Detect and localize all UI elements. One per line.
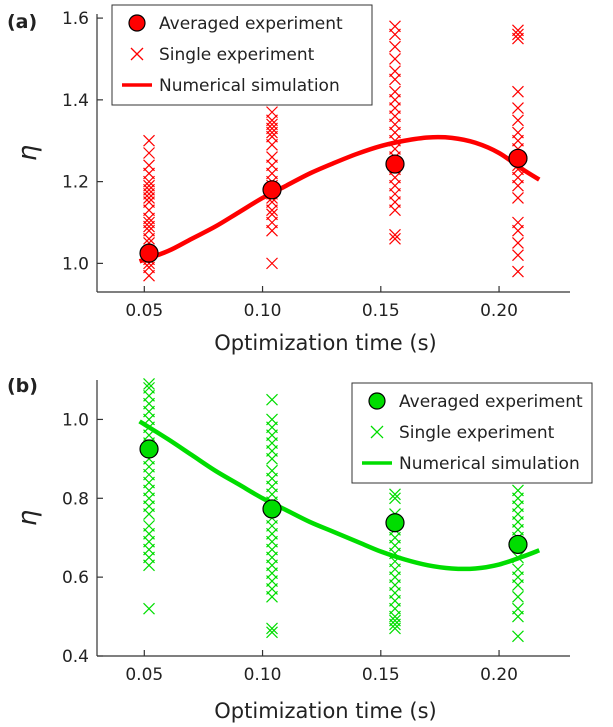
legend: Averaged experiment Single experiment Nume… xyxy=(351,382,593,484)
x-tick-label: 0.10 xyxy=(244,665,282,685)
averaged-experiment-point xyxy=(262,180,282,200)
single-experiment-point xyxy=(512,85,524,98)
x-tick-label: 0.20 xyxy=(480,301,518,321)
single-experiment-point xyxy=(389,53,401,65)
x-axis-label: Optimization time (s) xyxy=(214,331,436,355)
y-tick-label: 1.4 xyxy=(62,91,89,111)
panel-tag: (a) xyxy=(7,11,37,33)
single-experiment-point xyxy=(512,24,524,37)
panel-tag: (b) xyxy=(7,375,38,397)
x-tick-label: 0.05 xyxy=(125,301,163,321)
single-experiment-point xyxy=(512,102,524,114)
legend-label: Averaged experiment xyxy=(399,392,583,412)
single-experiment-point xyxy=(266,208,278,221)
legend-box xyxy=(351,382,593,484)
single-experiment-point xyxy=(143,216,155,229)
legend-symbol-circle xyxy=(368,392,386,410)
legend-symbol-cross xyxy=(370,425,384,439)
y-tick-label: 0.6 xyxy=(62,568,89,588)
single-experiment-point xyxy=(512,265,524,278)
legend-label: Single experiment xyxy=(399,423,555,443)
y-axis-label: η xyxy=(13,145,43,161)
single-experiment-point xyxy=(266,464,278,477)
averaged-experiment-point xyxy=(262,499,282,519)
single-experiment-point xyxy=(266,413,278,426)
x-tick-label: 0.15 xyxy=(362,301,400,321)
y-tick-label: 1.0 xyxy=(62,410,89,430)
averaged-experiment-point xyxy=(139,439,159,459)
single-experiment-point xyxy=(143,519,155,532)
single-experiment-point xyxy=(266,118,278,131)
single-experiment-point xyxy=(512,192,524,204)
x-axis-label: Optimization time (s) xyxy=(214,699,436,723)
single-experiment-point xyxy=(266,393,278,406)
single-experiment-point xyxy=(266,257,278,270)
averaged-experiment-point xyxy=(508,148,528,168)
single-experiment-point xyxy=(512,216,524,229)
numerical-simulation-line xyxy=(138,419,541,572)
single-experiment-point xyxy=(266,622,278,635)
single-experiment-point xyxy=(266,106,278,119)
averaged-experiment-point xyxy=(139,243,159,263)
single-experiment-point xyxy=(143,378,155,390)
single-experiment-point xyxy=(389,85,401,98)
legend-label: Numerical simulation xyxy=(399,454,580,474)
single-experiment-point xyxy=(143,179,155,192)
single-experiment-point xyxy=(143,134,155,147)
legend-label: Averaged experiment xyxy=(159,14,343,34)
y-tick-label: 0.4 xyxy=(62,647,89,667)
single-experiment-point xyxy=(389,492,401,505)
single-experiment-point xyxy=(512,126,524,139)
y-axis-label: η xyxy=(13,510,43,526)
single-experiment-point xyxy=(389,20,401,33)
y-tick-label: 1.6 xyxy=(62,9,89,29)
single-experiment-point xyxy=(143,147,155,159)
single-experiment-point xyxy=(512,630,524,643)
single-experiment-point xyxy=(389,232,401,245)
single-experiment-point xyxy=(143,602,155,615)
single-experiment-point xyxy=(512,249,524,262)
single-experiment-point xyxy=(266,151,278,164)
single-experiment-point xyxy=(389,488,401,501)
panel-a: (a) 1.0 1.2 1.4 1.6 0.05 0.10 0.15 0.20 Optimizat… xyxy=(7,4,570,355)
legend-box xyxy=(111,4,373,106)
single-experiment-point xyxy=(389,65,401,78)
panel-b: (b) 0.4 0.6 0.8 1.0 0.05 0.10 0.15 0.20 Optimizat… xyxy=(7,375,593,723)
single-experiment-point xyxy=(512,602,524,615)
single-experiment-point xyxy=(266,626,278,639)
y-tick-label: 0.8 xyxy=(62,489,89,509)
x-tick-label: 0.05 xyxy=(125,665,163,685)
numerical-simulation-line xyxy=(138,134,541,264)
averaged-experiment-point xyxy=(508,534,528,555)
single-experiment-point xyxy=(389,40,401,53)
single-experiment-point xyxy=(512,237,524,249)
single-experiment-point xyxy=(143,381,155,394)
single-experiment-point xyxy=(512,590,524,603)
x-tick-label: 0.20 xyxy=(480,665,518,685)
single-experiment-point xyxy=(389,228,401,241)
x-tick-label: 0.15 xyxy=(362,665,400,685)
single-experiment-point xyxy=(389,614,401,627)
single-experiment-point xyxy=(143,159,155,172)
plot-area xyxy=(138,20,541,282)
single-experiment-point xyxy=(512,114,524,127)
single-experiment-point xyxy=(512,484,524,497)
plot-area xyxy=(138,378,541,643)
y-tick-label: 1.0 xyxy=(62,254,89,274)
x-tick-label: 0.10 xyxy=(244,301,282,321)
single-experiment-point xyxy=(512,28,524,41)
y-tick-label: 1.2 xyxy=(62,173,89,193)
legend: Averaged experiment Single experiment Nume… xyxy=(111,4,373,106)
legend-symbol-cross xyxy=(130,47,144,61)
single-experiment-point xyxy=(512,563,524,576)
averaged-experiment-point xyxy=(385,513,405,533)
legend-label: Numerical simulation xyxy=(159,76,340,96)
legend-label: Single experiment xyxy=(159,45,315,65)
averaged-experiment-point xyxy=(385,154,405,174)
legend-symbol-circle xyxy=(128,14,146,32)
